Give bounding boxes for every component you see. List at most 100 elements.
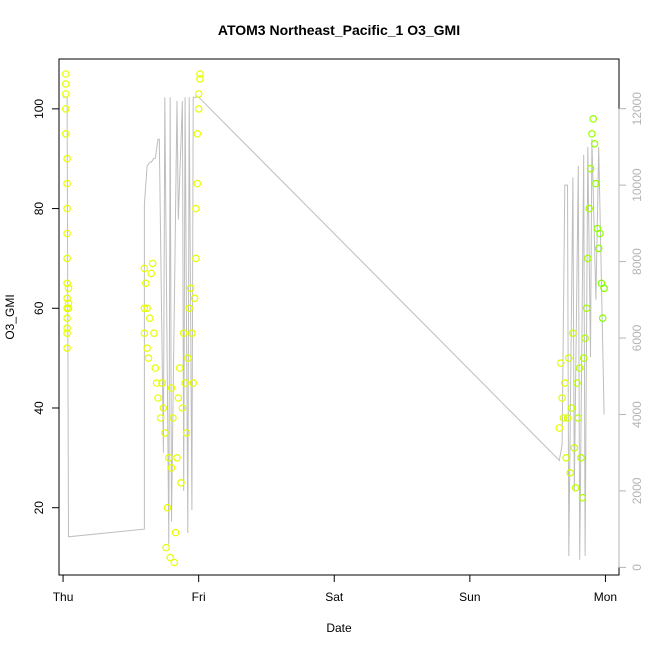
data-point: [598, 314, 607, 323]
data-point: [192, 204, 200, 213]
y-axis-label: O3_GMI: [3, 294, 17, 339]
data-point: [170, 558, 179, 567]
data-point: [167, 463, 176, 472]
data-point: [600, 284, 608, 293]
x-tick-label: Thu: [53, 590, 74, 604]
data-point: [63, 254, 71, 263]
data-point: [193, 130, 202, 138]
y2-axis: 0 2000 4000 6000 8000 10000 12000: [618, 92, 644, 571]
y2-tick-label: 10000: [630, 168, 644, 202]
x-axis: Thu Fri Sat Sun Mon: [53, 574, 617, 604]
data-point: [178, 404, 187, 412]
data-point: [589, 115, 598, 123]
data-point: [188, 329, 196, 338]
data-point: [167, 384, 176, 392]
data-point: [173, 453, 181, 462]
data-point: [556, 359, 565, 367]
data-point: [63, 229, 71, 238]
data-point: [161, 429, 169, 437]
x-tick-label: Sun: [459, 590, 480, 604]
data-point: [569, 329, 577, 338]
y2-tick-label: 0: [630, 564, 644, 571]
data-point: [558, 394, 566, 402]
data-point: [63, 204, 71, 213]
data-point: [579, 354, 588, 362]
data-point: [64, 284, 73, 293]
data-point: [63, 324, 71, 333]
data-point: [140, 329, 149, 338]
data-point: [151, 364, 160, 372]
data-point: [578, 493, 587, 502]
data-point: [582, 304, 591, 313]
data-point: [63, 314, 71, 323]
data-point: [573, 379, 581, 387]
data-point: [169, 414, 177, 422]
data-point: [174, 394, 183, 402]
data-point: [194, 105, 203, 113]
data-point: [63, 154, 71, 163]
data-point: [152, 379, 161, 387]
data-point: [146, 314, 154, 323]
data-point: [143, 304, 151, 313]
y-axis: 20 40 60 80 100: [32, 99, 60, 515]
data-point: [555, 424, 564, 432]
data-point: [186, 284, 195, 293]
y2-tick-label: 12000: [630, 92, 644, 126]
data-point: [63, 279, 71, 288]
data-point: [562, 453, 570, 462]
o3-points-layer: [62, 70, 608, 567]
y2-tick-label: 4000: [630, 401, 644, 428]
data-point: [175, 364, 184, 372]
x-tick-label: Sat: [325, 590, 344, 604]
data-point: [193, 179, 202, 188]
data-point: [63, 344, 71, 353]
y2-tick-label: 8000: [630, 248, 644, 275]
y-tick-label: 60: [32, 301, 46, 315]
y2-tick-label: 2000: [630, 477, 644, 504]
y2-tick-label: 6000: [630, 324, 644, 351]
data-point: [596, 229, 604, 238]
data-point: [182, 429, 191, 437]
data-point: [162, 543, 170, 552]
data-point: [567, 404, 576, 412]
data-point: [62, 130, 70, 138]
data-point: [148, 259, 157, 268]
data-point: [190, 294, 199, 303]
data-point: [147, 269, 156, 278]
data-point: [581, 334, 589, 343]
data-point: [165, 453, 173, 462]
data-point: [140, 304, 149, 313]
data-point: [559, 414, 568, 422]
data-point: [577, 453, 585, 462]
data-point: [560, 379, 569, 387]
data-point: [588, 130, 596, 138]
data-point: [62, 90, 70, 98]
altitude-line: [63, 96, 605, 560]
y-tick-label: 100: [32, 99, 46, 119]
data-point: [570, 444, 579, 452]
data-point: [158, 379, 166, 387]
data-point: [62, 80, 70, 88]
data-point: [564, 354, 573, 362]
data-point: [189, 379, 198, 387]
y-tick-label: 20: [32, 501, 46, 515]
data-point: [177, 478, 185, 487]
data-point: [571, 483, 580, 492]
data-point: [583, 254, 592, 263]
data-point: [592, 179, 600, 188]
data-point: [184, 354, 192, 362]
data-point: [159, 404, 168, 412]
y-tick-label: 40: [32, 401, 46, 415]
data-point: [63, 329, 71, 338]
data-point: [185, 304, 194, 313]
data-point: [574, 414, 583, 422]
data-point: [196, 70, 204, 78]
data-point: [179, 329, 188, 338]
data-point: [181, 379, 189, 387]
data-point: [144, 354, 153, 362]
data-point: [171, 528, 180, 537]
data-point: [575, 364, 584, 372]
data-point: [156, 414, 165, 422]
y-tick-label: 80: [32, 202, 46, 216]
